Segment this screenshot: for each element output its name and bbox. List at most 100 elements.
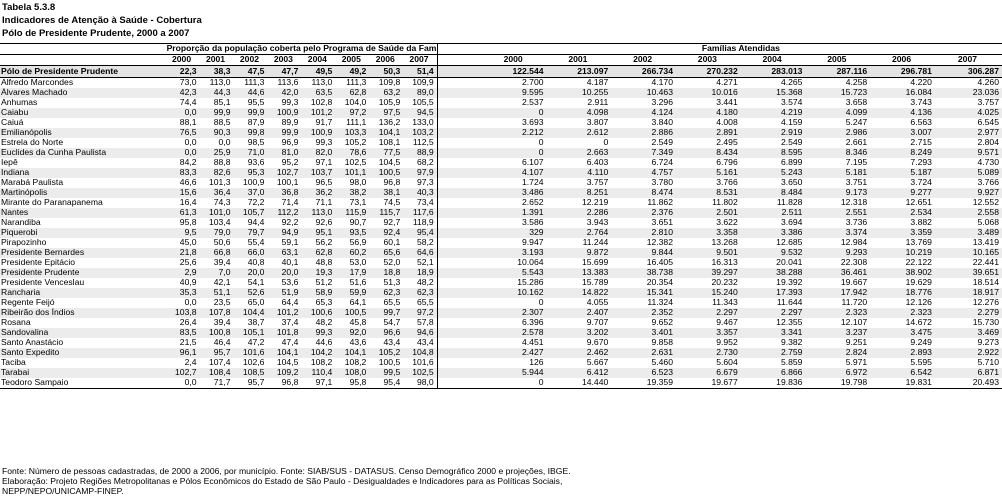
coverage-pct-cell: 63,2 (369, 88, 404, 98)
families-cell: 2.578 (481, 328, 547, 338)
families-cell: 7.195 (845, 158, 868, 168)
column-gap (437, 278, 482, 288)
families-cell: 3.757 (977, 98, 999, 108)
families-cell: 3.766 (977, 178, 999, 188)
coverage-pct-cell: 136,2 (378, 118, 401, 128)
coverage-pct-cell: 101,8 (267, 328, 302, 338)
coverage-pct-cell: 55,4 (247, 238, 265, 248)
families-cell: 4.187 (586, 77, 609, 88)
families-cell: 3.193 (481, 248, 547, 258)
families-cell: 18.917 (934, 288, 1002, 298)
families-cell: 2.759 (740, 348, 806, 358)
proportion-group-header: Proporção da população coberta pelo Prog… (165, 43, 438, 55)
families-cell: 3.736 (845, 218, 868, 228)
families-cell: 15.789 (581, 278, 609, 288)
coverage-pct-cell: 95,4 (403, 228, 438, 238)
coverage-pct-cell: 65,3 (315, 298, 333, 308)
year-header-fam-2003: 2003 (676, 54, 741, 66)
families-cell: 4.258 (845, 77, 868, 88)
families-cell: 2.824 (805, 348, 871, 358)
families-cell: 2.323 (805, 308, 871, 318)
coverage-pct-cell: 58,9 (301, 288, 336, 298)
coverage-pct-cell: 99,9 (267, 128, 302, 138)
coverage-pct-cell: 101,1 (335, 168, 370, 178)
coverage-pct-cell: 88,5 (213, 118, 231, 128)
families-cell: 10.463 (611, 88, 676, 98)
families-cell: 0 (481, 148, 547, 158)
coverage-pct-cell: 71,7 (199, 378, 234, 389)
coverage-pct-cell: 104,0 (344, 98, 367, 108)
coverage-pct-cell: 85,1 (213, 98, 231, 108)
column-gap (437, 98, 482, 108)
families-cell: 270.232 (676, 65, 741, 78)
municipality-name: Presidente Prudente (0, 268, 166, 278)
coverage-pct-cell: 18,9 (403, 268, 438, 278)
coverage-pct-cell: 40,1 (281, 258, 299, 268)
coverage-pct-cell: 103,7 (301, 168, 336, 178)
families-cell: 2.537 (522, 98, 544, 108)
year-header-blank (0, 54, 166, 66)
families-cell: 5.460 (651, 358, 673, 368)
coverage-pct-cell: 25,9 (199, 148, 234, 158)
coverage-pct-cell: 65,0 (247, 298, 265, 308)
families-cell: 23.036 (934, 88, 1002, 98)
municipality-name: Santo Expedito (0, 348, 166, 358)
coverage-pct-cell: 79,7 (233, 228, 268, 238)
municipality-name: Taciba (1, 358, 26, 368)
coverage-pct-cell: 21,8 (165, 248, 200, 258)
families-cell: 3.401 (611, 328, 676, 338)
families-cell: 3.743 (910, 98, 932, 108)
table-row: Pirapozinho 45,0 50,6 55,4 59,1 56,2 56,9 60,1 5… (0, 238, 1002, 248)
table-row: Rancharia 35,3 51,1 52,6 51,9 58,9 59,9 62,3 62,… (0, 288, 1002, 298)
municipality-name: Presidente Epitácio (1, 258, 76, 268)
families-cell: 9.595 (481, 88, 547, 98)
coverage-pct-cell: 100,5 (335, 308, 370, 318)
families-cell: 10.255 (546, 88, 612, 98)
coverage-pct-cell: 47,7 (267, 65, 302, 78)
coverage-pct-cell: 100,9 (301, 128, 336, 138)
municipality-name: Santo Anastácio (1, 338, 64, 348)
coverage-pct-cell: 98,5 (247, 138, 265, 148)
coverage-pct-cell: 94,6 (403, 328, 438, 338)
coverage-pct-cell: 48,2 (315, 318, 333, 328)
families-cell: 4.451 (522, 338, 544, 348)
coverage-pct-cell: 100,1 (276, 178, 299, 188)
coverage-pct-cell: 66,8 (199, 248, 234, 258)
families-cell: 11.862 (647, 198, 673, 208)
coverage-pct-cell: 103,8 (165, 308, 200, 318)
coverage-pct-cell: 35,3 (165, 288, 200, 298)
families-cell: 9.249 (910, 338, 932, 348)
coverage-pct-cell: 92,7 (383, 218, 401, 228)
families-cell: 9.532 (740, 248, 806, 258)
coverage-pct-cell: 104,1 (369, 128, 404, 138)
year-header-pct-2005: 2005 (335, 54, 370, 66)
municipality-name: Presidente Venceslau (1, 278, 85, 288)
coverage-pct-cell: 74,5 (383, 198, 401, 208)
coverage-pct-cell: 102,6 (242, 358, 265, 368)
families-cell: 11.644 (776, 298, 803, 308)
families-cell: 2.427 (481, 348, 547, 358)
coverage-pct-cell: 95,8 (179, 218, 197, 228)
families-cell: 15.240 (676, 288, 741, 298)
coverage-pct-cell: 90,7 (349, 218, 367, 228)
families-cell: 3.237 (805, 328, 871, 338)
families-cell: 14.672 (905, 318, 932, 328)
families-cell: 2.495 (716, 138, 738, 148)
families-cell: 16.313 (711, 258, 738, 268)
families-cell: 5.089 (934, 168, 1002, 178)
coverage-pct-cell: 113,0 (311, 77, 333, 88)
column-gap (437, 308, 482, 318)
column-gap (437, 198, 482, 208)
coverage-pct-cell: 46,6 (179, 178, 197, 188)
families-cell: 5.859 (780, 358, 803, 368)
coverage-pct-cell: 94,4 (247, 218, 265, 228)
families-cell: 6.412 (546, 368, 612, 378)
coverage-pct-cell: 96,8 (267, 378, 302, 389)
municipality-name: Presidente Bernardes (0, 248, 166, 258)
coverage-pct-cell: 43,6 (349, 338, 367, 348)
families-cell: 3.007 (870, 128, 935, 138)
coverage-pct-cell: 87,9 (247, 118, 265, 128)
coverage-pct-cell: 61,3 (165, 208, 200, 218)
families-cell: 122.544 (481, 65, 547, 78)
families-cell: 2.986 (805, 128, 871, 138)
